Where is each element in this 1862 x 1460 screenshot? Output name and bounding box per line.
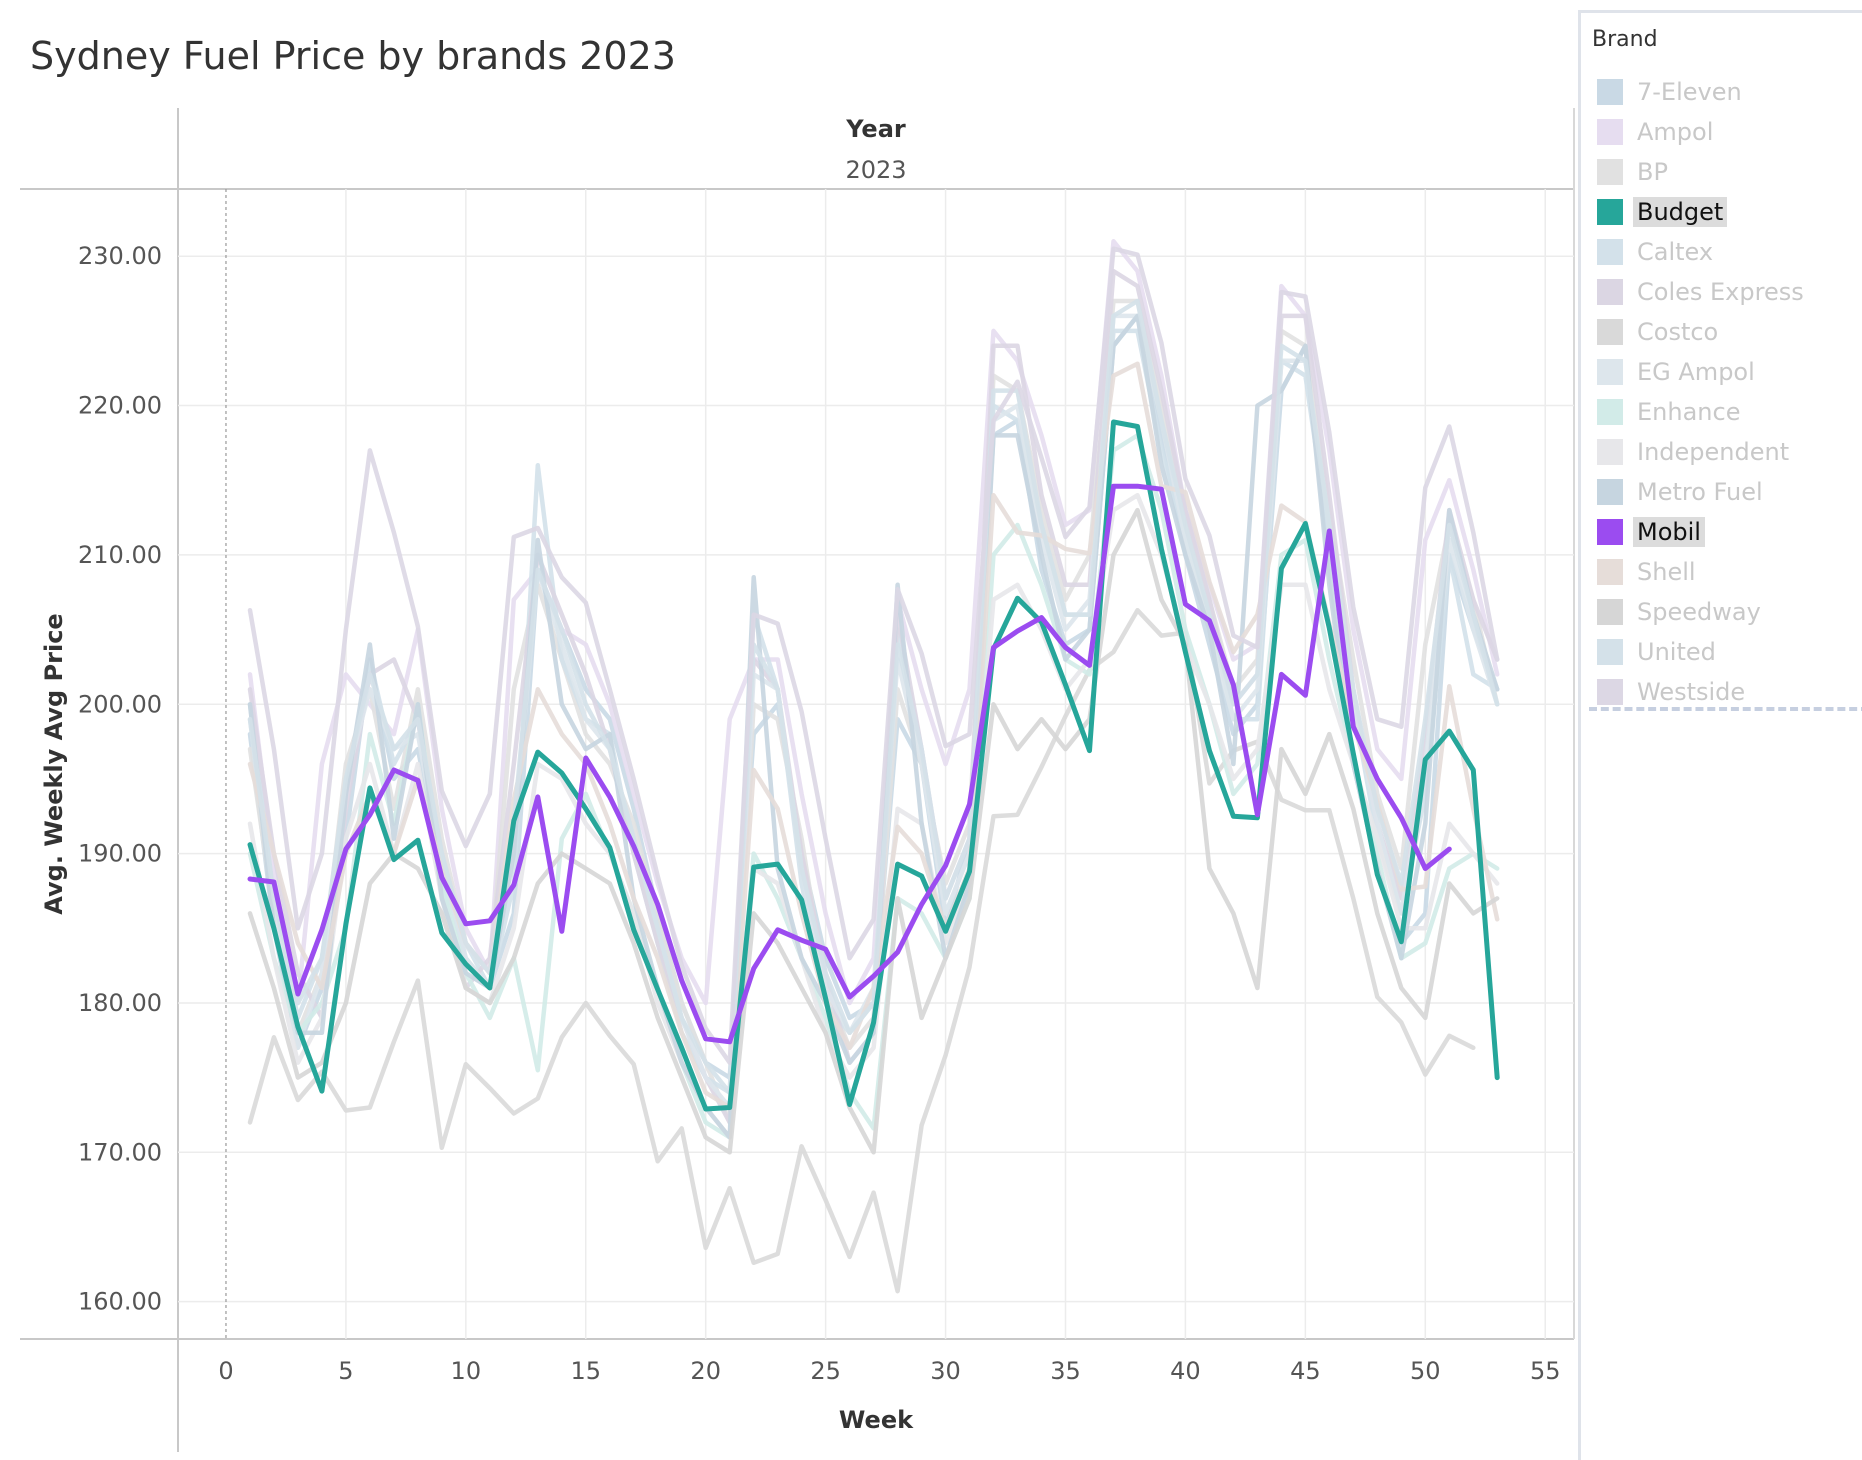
legend-title: Brand — [1592, 27, 1658, 52]
y-tick-label: 170.00 — [78, 1138, 162, 1166]
chart-title: Sydney Fuel Price by brands 2023 — [30, 34, 676, 78]
legend-label: EG Ampol — [1637, 358, 1755, 386]
highlighted-series — [247, 419, 1500, 1112]
legend-label: Independent — [1637, 438, 1790, 466]
legend-label: Ampol — [1637, 118, 1714, 146]
legend-label: BP — [1637, 158, 1668, 186]
legend-item-eg-ampol[interactable]: EG Ampol — [1597, 355, 1759, 389]
line-chart: 160.00 170.00 180.00 190.00 200.00 210.00 220.… — [20, 108, 1575, 1452]
x-tick-label: 0 — [218, 1357, 233, 1385]
x-tick-label: 20 — [690, 1357, 721, 1385]
legend-swatch — [1597, 559, 1623, 585]
legend-label: Metro Fuel — [1637, 478, 1763, 506]
legend-label: Westside — [1637, 678, 1746, 706]
legend-item-enhance[interactable]: Enhance — [1597, 395, 1744, 429]
x-tick-label: 15 — [570, 1357, 601, 1385]
series-line-costco — [247, 607, 1476, 1294]
column-header-value: 2023 — [845, 156, 906, 184]
legend-item-mobil[interactable]: Mobil — [1597, 515, 1705, 549]
legend-label: Coles Express — [1637, 278, 1804, 306]
legend: Brand 7-Eleven Ampol BP Budget Caltex Coles E… — [1578, 10, 1862, 1460]
legend-swatch — [1597, 639, 1623, 665]
legend-item-united[interactable]: United — [1597, 635, 1720, 669]
legend-item-ampol[interactable]: Ampol — [1597, 115, 1717, 149]
legend-item-speedway[interactable]: Speedway — [1597, 595, 1765, 629]
x-tick-label: 10 — [451, 1357, 482, 1385]
legend-swatch — [1597, 519, 1623, 545]
series-line-westside — [247, 246, 1500, 1065]
legend-swatch — [1597, 599, 1623, 625]
x-tick-label: 45 — [1290, 1357, 1321, 1385]
legend-label: Budget — [1633, 197, 1728, 227]
legend-swatch — [1597, 319, 1623, 345]
legend-item-shell[interactable]: Shell — [1597, 555, 1700, 589]
legend-item-coles-express[interactable]: Coles Express — [1597, 275, 1808, 309]
legend-swatch — [1597, 159, 1623, 185]
legend-divider — [1589, 707, 1862, 711]
legend-swatch — [1597, 439, 1623, 465]
legend-swatch — [1597, 199, 1623, 225]
axis-labels: 160.00 170.00 180.00 190.00 200.00 210.00 220.… — [40, 115, 1560, 1434]
legend-item-7-eleven[interactable]: 7-Eleven — [1597, 75, 1746, 109]
legend-item-independent[interactable]: Independent — [1597, 435, 1793, 469]
legend-swatch — [1597, 479, 1623, 505]
legend-swatch — [1597, 239, 1623, 265]
x-tick-label: 25 — [810, 1357, 841, 1385]
legend-item-budget[interactable]: Budget — [1597, 195, 1728, 229]
chart-frame — [20, 108, 1575, 1452]
legend-label: Shell — [1637, 558, 1696, 586]
series-line-speedway — [247, 507, 1500, 1155]
column-header-title: Year — [845, 115, 906, 143]
series-line-budget — [247, 419, 1500, 1112]
x-tick-label: 55 — [1530, 1357, 1561, 1385]
legend-swatch — [1597, 359, 1623, 385]
legend-swatch — [1597, 399, 1623, 425]
legend-label: 7-Eleven — [1637, 78, 1742, 106]
legend-label: Costco — [1637, 318, 1719, 346]
x-tick-label: 35 — [1050, 1357, 1081, 1385]
y-tick-label: 230.00 — [78, 242, 162, 270]
y-tick-label: 190.00 — [78, 840, 162, 868]
y-tick-label: 200.00 — [78, 690, 162, 718]
y-tick-label: 220.00 — [78, 392, 162, 420]
x-tick-label: 40 — [1170, 1357, 1201, 1385]
legend-item-bp[interactable]: BP — [1597, 155, 1672, 189]
legend-swatch — [1597, 119, 1623, 145]
legend-item-caltex[interactable]: Caltex — [1597, 235, 1717, 269]
background-series — [247, 239, 1500, 1294]
x-tick-label: 50 — [1410, 1357, 1441, 1385]
y-tick-label: 210.00 — [78, 541, 162, 569]
legend-swatch — [1597, 279, 1623, 305]
legend-label: Enhance — [1637, 398, 1741, 426]
x-axis-title: Week — [839, 1406, 914, 1434]
series-line-mobil — [247, 483, 1452, 1045]
legend-swatch — [1597, 679, 1623, 705]
legend-item-westside[interactable]: Westside — [1597, 675, 1749, 709]
legend-label: Mobil — [1633, 517, 1705, 547]
x-tick-label: 5 — [338, 1357, 353, 1385]
legend-label: Caltex — [1637, 238, 1714, 266]
legend-item-costco[interactable]: Costco — [1597, 315, 1722, 349]
legend-label: Speedway — [1637, 598, 1761, 626]
series-line-metro-fuel — [247, 313, 1500, 1140]
legend-label: United — [1637, 638, 1716, 666]
legend-item-metro-fuel[interactable]: Metro Fuel — [1597, 475, 1767, 509]
y-tick-label: 160.00 — [78, 1288, 162, 1316]
legend-swatch — [1597, 79, 1623, 105]
y-axis-title: Avg. Weekly Avg Price — [40, 613, 68, 914]
y-tick-label: 180.00 — [78, 989, 162, 1017]
x-tick-label: 30 — [930, 1357, 961, 1385]
